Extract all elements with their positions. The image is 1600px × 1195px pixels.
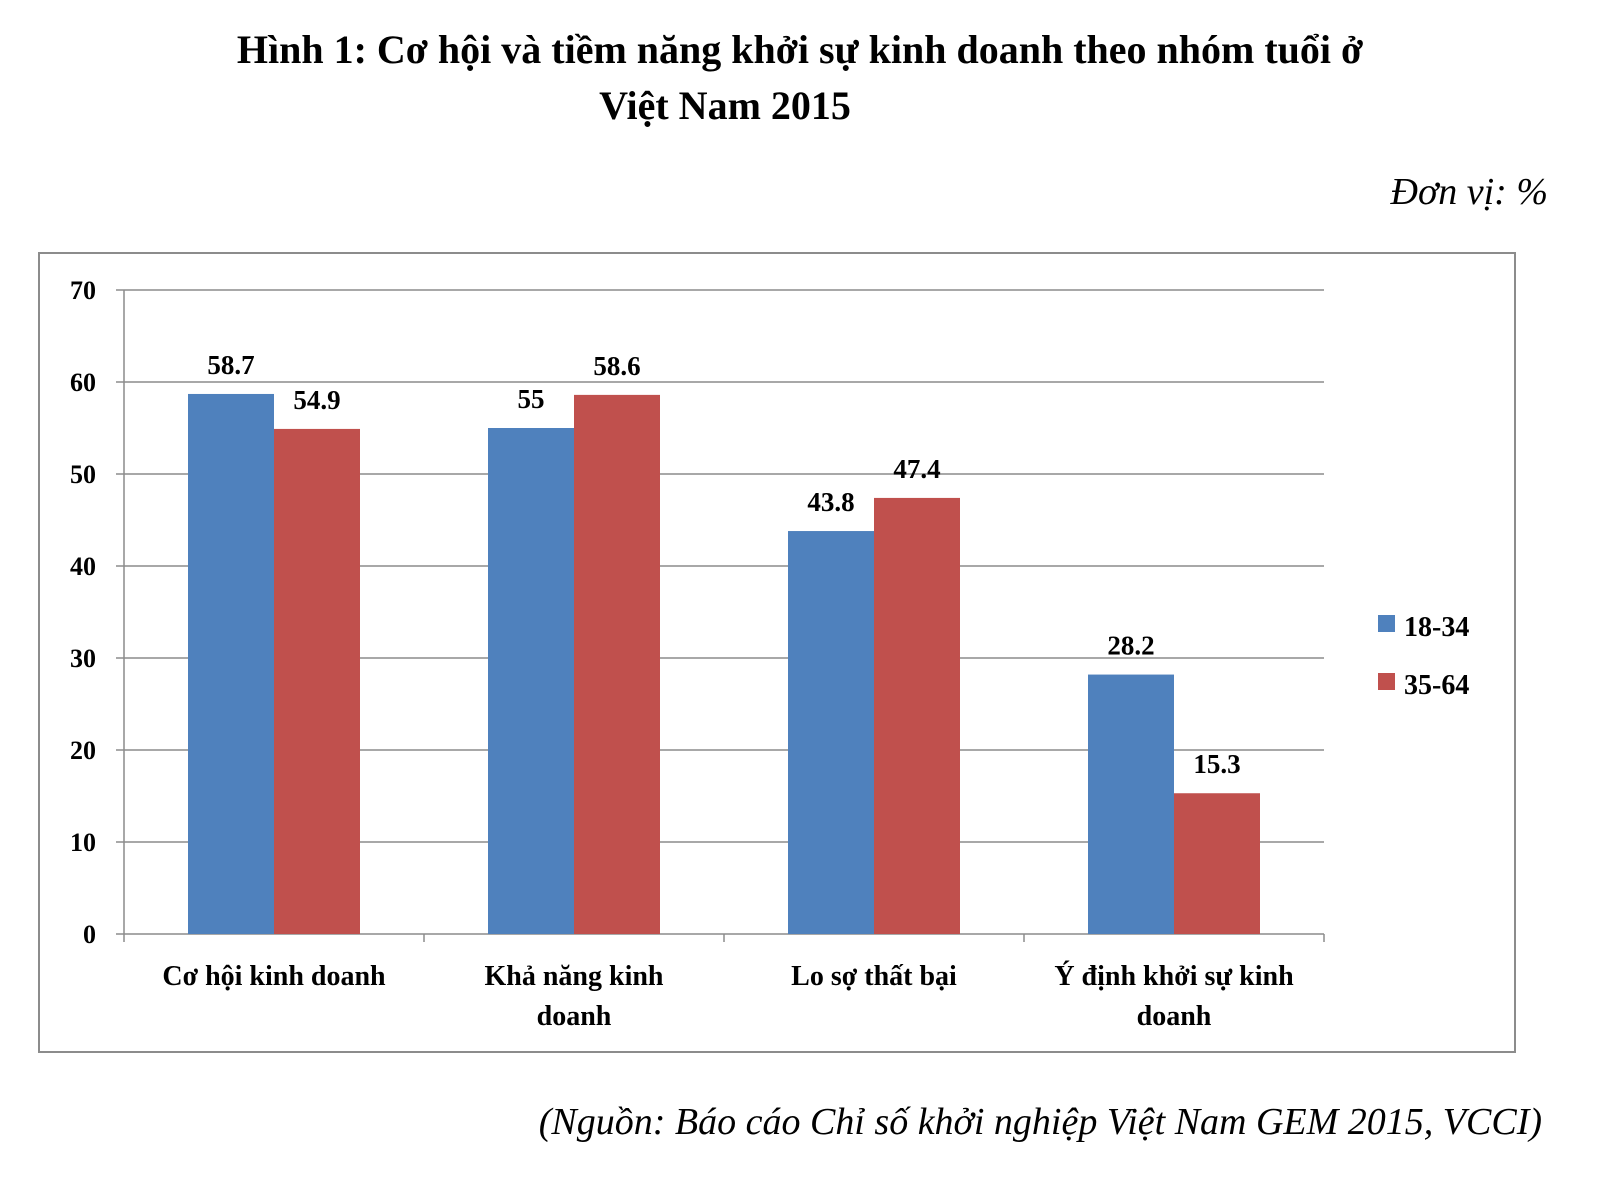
data-label: 55 [518, 384, 545, 414]
data-label: 58.7 [207, 350, 254, 380]
data-label: 58.6 [593, 351, 640, 381]
chart-title-line2: Việt Nam 2015 [599, 83, 851, 128]
data-label: 43.8 [807, 487, 854, 517]
y-tick-label: 40 [70, 552, 96, 581]
bar [488, 428, 574, 934]
data-label: 28.2 [1107, 631, 1154, 661]
bar [188, 393, 274, 935]
unit-label: Đơn vị: % [1390, 171, 1548, 213]
y-tick-label: 30 [70, 644, 96, 673]
category-label: doanh [537, 1001, 612, 1032]
y-tick-label: 10 [70, 828, 96, 857]
legend-label: 18-34 [1404, 612, 1469, 643]
category-label: Lo sợ thất bại [791, 961, 957, 992]
category-label: doanh [1137, 1001, 1212, 1032]
y-tick-label: 0 [83, 920, 96, 949]
chart-title-line1: Hình 1: Cơ hội và tiềm năng khởi sự kinh… [236, 27, 1364, 72]
source-note: (Nguồn: Báo cáo Chỉ số khởi nghiệp Việt … [538, 1101, 1542, 1143]
y-tick-label: 20 [70, 736, 96, 765]
bar [788, 531, 874, 934]
y-tick-label: 50 [70, 460, 96, 489]
data-label: 54.9 [293, 385, 340, 415]
bar [574, 394, 660, 934]
bar [874, 497, 960, 934]
y-tick-label: 70 [70, 276, 96, 305]
chart-title: Hình 1: Cơ hội và tiềm năng khởi sự kinh… [60, 22, 1540, 134]
category-label: Ý định khởi sự kinh [1054, 961, 1294, 992]
legend-label: 35-64 [1404, 670, 1469, 701]
data-label: 15.3 [1193, 749, 1240, 779]
bar [1088, 674, 1174, 934]
legend-swatch [1378, 673, 1395, 690]
category-label: Khả năng kinh [485, 961, 664, 992]
category-label: Cơ hội kinh doanh [162, 961, 386, 992]
y-tick-label: 60 [70, 368, 96, 397]
bar [274, 428, 360, 934]
legend-swatch [1378, 615, 1395, 632]
chart-frame [38, 252, 1516, 1053]
bar [1174, 793, 1260, 934]
data-label: 47.4 [893, 454, 940, 484]
